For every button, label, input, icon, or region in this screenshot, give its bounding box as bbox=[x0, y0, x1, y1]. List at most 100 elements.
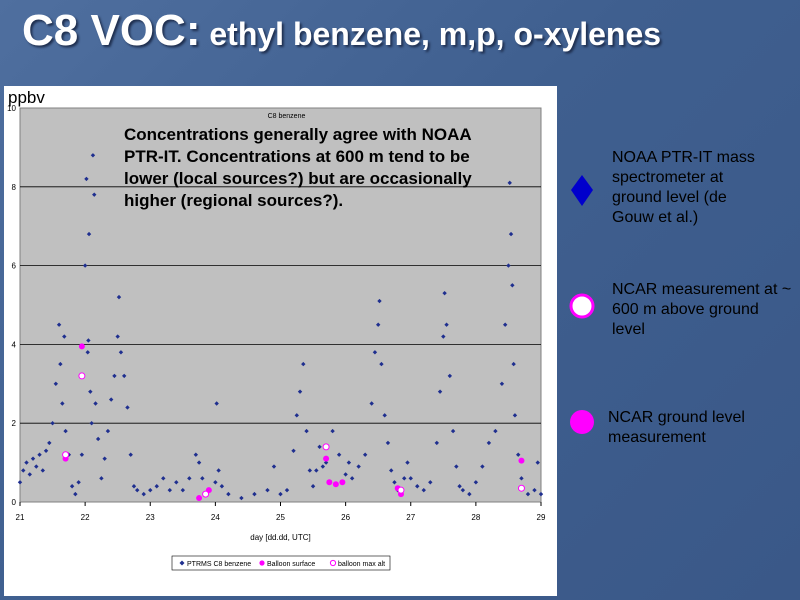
data-point-ptrms bbox=[441, 334, 446, 339]
data-point-ptrms bbox=[301, 361, 306, 367]
data-point-ptrms bbox=[346, 460, 352, 465]
data-point-ptrms bbox=[525, 491, 531, 497]
data-point-ptrms bbox=[493, 428, 498, 434]
data-point-ptrms bbox=[415, 484, 420, 489]
y-tick-label: 2 bbox=[12, 419, 17, 428]
data-point-ptrms bbox=[219, 484, 225, 489]
data-point-ptrms bbox=[460, 487, 466, 493]
plot-area bbox=[19, 107, 542, 503]
data-point-ptrms bbox=[392, 480, 397, 485]
data-point-ptrms bbox=[167, 487, 172, 493]
data-point-ptrms bbox=[60, 401, 65, 406]
data-point-ptrms bbox=[73, 491, 78, 497]
data-point-ptrms bbox=[535, 460, 540, 465]
data-point-ptrms bbox=[135, 487, 140, 493]
x-axis-label: day [dd.dd, UTC] bbox=[250, 533, 310, 542]
y-tick-label: 4 bbox=[12, 340, 17, 349]
data-point-ptrms bbox=[24, 460, 29, 465]
data-point-ptrms bbox=[216, 468, 221, 473]
y-axis-unit-label: ppbv bbox=[8, 88, 45, 107]
data-point-ptrms bbox=[86, 231, 92, 237]
data-point-ptrms bbox=[105, 428, 111, 434]
data-point-ptrms bbox=[502, 322, 508, 327]
legend-label: balloon max alt bbox=[338, 561, 385, 568]
data-point-ptrms bbox=[278, 491, 283, 497]
data-point-ptrms bbox=[50, 421, 55, 426]
data-point-ptrms bbox=[141, 491, 146, 497]
x-tick-label: 25 bbox=[276, 513, 285, 522]
data-point-ptrms bbox=[112, 373, 117, 379]
y-tick-label: 6 bbox=[12, 262, 17, 271]
data-point-balloon-max-alt bbox=[517, 484, 525, 492]
side-legend-ground-text: NCAR ground level measurement bbox=[608, 409, 745, 446]
data-point-ptrms bbox=[389, 468, 394, 473]
data-point-ptrms bbox=[82, 263, 88, 268]
data-point-ptrms bbox=[382, 413, 387, 418]
data-point-balloon-surface bbox=[339, 479, 346, 486]
data-point-ptrms bbox=[473, 480, 479, 485]
data-point-ptrms bbox=[369, 401, 374, 406]
data-point-ptrms bbox=[154, 484, 159, 489]
data-point-ptrms bbox=[125, 405, 130, 410]
data-point-ptrms bbox=[330, 428, 335, 434]
data-point-ptrms bbox=[21, 468, 26, 473]
chart-title: C8 benzene bbox=[268, 113, 306, 120]
data-point-ptrms bbox=[447, 373, 453, 379]
data-point-ptrms bbox=[213, 480, 218, 485]
data-point-ptrms bbox=[320, 464, 326, 469]
data-point-ptrms bbox=[362, 452, 368, 457]
data-point-ptrms bbox=[444, 322, 449, 327]
data-point-ptrms bbox=[506, 263, 511, 268]
data-point-ptrms bbox=[252, 491, 257, 497]
side-legend-600m-text: NCAR measurement at ~ 600 m above ground… bbox=[612, 281, 792, 338]
data-point-ptrms bbox=[128, 452, 133, 457]
data-point-ptrms bbox=[115, 334, 120, 339]
data-point-ptrms bbox=[343, 472, 348, 477]
data-point-ptrms bbox=[62, 334, 67, 339]
x-tick-label: 22 bbox=[81, 513, 90, 522]
data-point-ptrms bbox=[507, 180, 512, 186]
data-point-ptrms bbox=[99, 476, 104, 481]
data-point-ptrms bbox=[486, 440, 492, 446]
data-point-ptrms bbox=[304, 428, 309, 434]
y-tick-label: 10 bbox=[7, 104, 16, 113]
data-point-balloon-surface bbox=[323, 455, 330, 462]
data-point-ptrms bbox=[519, 476, 524, 481]
data-point-ptrms bbox=[90, 153, 96, 158]
data-point-ptrms bbox=[405, 460, 410, 465]
slide-title: C8 VOC: ethyl benzene, m,p, o-xylenes bbox=[22, 6, 661, 56]
data-point-ptrms bbox=[102, 456, 107, 461]
data-point-ptrms bbox=[442, 290, 447, 296]
x-tick-label: 26 bbox=[341, 513, 350, 522]
data-point-ptrms bbox=[92, 192, 97, 197]
data-point-ptrms bbox=[196, 460, 202, 465]
data-point-balloon-surface bbox=[326, 479, 333, 486]
data-point-ptrms bbox=[532, 487, 537, 493]
legend-box bbox=[171, 555, 391, 571]
data-point-ptrms bbox=[131, 484, 137, 489]
data-point-ptrms bbox=[271, 464, 277, 469]
data-point-balloon-max-alt bbox=[397, 486, 405, 494]
data-point-ptrms bbox=[187, 476, 192, 481]
data-point-ptrms bbox=[108, 397, 114, 402]
data-point-ptrms bbox=[450, 428, 456, 434]
data-point-ptrms bbox=[226, 491, 231, 497]
data-point-ptrms bbox=[454, 464, 459, 469]
data-point-ptrms bbox=[193, 452, 199, 457]
data-point-ptrms bbox=[27, 472, 32, 477]
data-point-balloon-surface bbox=[196, 495, 203, 502]
data-point-ptrms bbox=[323, 460, 329, 465]
data-point-ptrms bbox=[200, 476, 205, 481]
data-point-ptrms bbox=[294, 413, 299, 418]
data-point-balloon-surface bbox=[78, 343, 85, 350]
data-point-ptrms bbox=[116, 294, 122, 300]
data-point-ptrms bbox=[76, 480, 81, 485]
data-point-ptrms bbox=[499, 381, 505, 386]
data-point-ptrms bbox=[174, 480, 179, 485]
data-point-ptrms bbox=[402, 476, 407, 481]
data-point-ptrms bbox=[375, 322, 381, 327]
data-point-ptrms bbox=[512, 413, 518, 418]
data-point-ptrms bbox=[421, 487, 426, 493]
x-tick-label: 28 bbox=[471, 513, 480, 522]
